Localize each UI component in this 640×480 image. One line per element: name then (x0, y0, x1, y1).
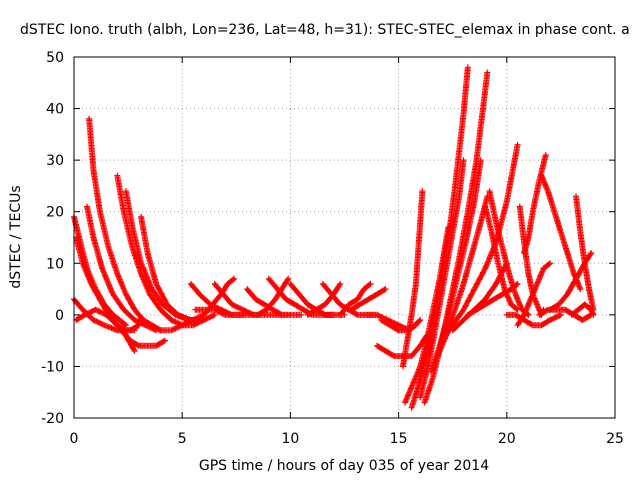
x-tick-label: 25 (606, 431, 624, 447)
data-series-46 (573, 193, 597, 313)
y-tick-label: 40 (46, 102, 64, 118)
plot-frame (73, 56, 616, 419)
data-series-42 (521, 152, 549, 256)
series-plus-markers (568, 301, 597, 318)
series-plus-markers (482, 203, 521, 313)
series-plus-markers (573, 193, 597, 313)
series-plus-markers (348, 286, 389, 313)
y-tick-label: 50 (46, 50, 64, 66)
data-series-34 (438, 141, 521, 344)
series-plus-markers (417, 157, 467, 401)
series-plus-markers (374, 332, 430, 360)
series-plus-markers (503, 311, 564, 329)
data-series-39 (503, 311, 564, 329)
x-axis-title: GPS time / hours of day 035 of year 2014 (199, 458, 489, 474)
series-plus-markers (438, 141, 521, 344)
series-plus-markers (521, 152, 549, 256)
series-plus-markers (138, 213, 218, 323)
data-series-6 (86, 115, 164, 334)
data-series-38 (486, 188, 532, 318)
data-series-30 (417, 157, 467, 401)
x-tick-label: 15 (390, 431, 408, 447)
x-tick-label: 0 (70, 431, 79, 447)
data-series-47 (568, 301, 597, 318)
data-series-37 (482, 203, 521, 313)
y-tick-label: 0 (55, 308, 64, 324)
data-series-15 (200, 275, 238, 318)
series-plus-markers (486, 188, 532, 318)
data-series-26 (374, 332, 430, 360)
data-series-22 (337, 280, 374, 318)
chart-title: dSTEC Iono. truth (albh, Lon=236, Lat=48… (20, 22, 630, 38)
data-series-11 (135, 311, 207, 334)
series-plus-markers (200, 275, 238, 318)
y-tick-label: 30 (46, 153, 64, 169)
y-tick-label: 20 (46, 205, 64, 221)
series-plus-markers (135, 311, 207, 334)
y-axis-title: dSTEC / TECUs (8, 185, 24, 288)
data-series-27 (399, 188, 426, 370)
x-tick-label: 20 (498, 431, 516, 447)
series-plus-markers (118, 327, 168, 349)
axes: 0 5 10 15 20 25 -20 -10 0 10 20 30 40 50 (41, 50, 624, 447)
data-series-9 (138, 213, 218, 323)
grid-lines (74, 57, 615, 418)
y-tick-label: -20 (41, 411, 64, 427)
series-plus-markers (399, 188, 426, 370)
data-series-5 (84, 203, 160, 334)
x-tick-label: 10 (281, 431, 299, 447)
data-series-23 (348, 286, 389, 313)
plot-area (71, 64, 597, 411)
data-series-10 (118, 327, 168, 349)
y-tick-label: -10 (41, 359, 64, 375)
x-tick-label: 5 (178, 431, 187, 447)
series-plus-markers (337, 280, 374, 318)
series-plus-markers (86, 115, 164, 334)
y-tick-label: 10 (46, 256, 64, 272)
series-plus-markers (84, 203, 160, 334)
